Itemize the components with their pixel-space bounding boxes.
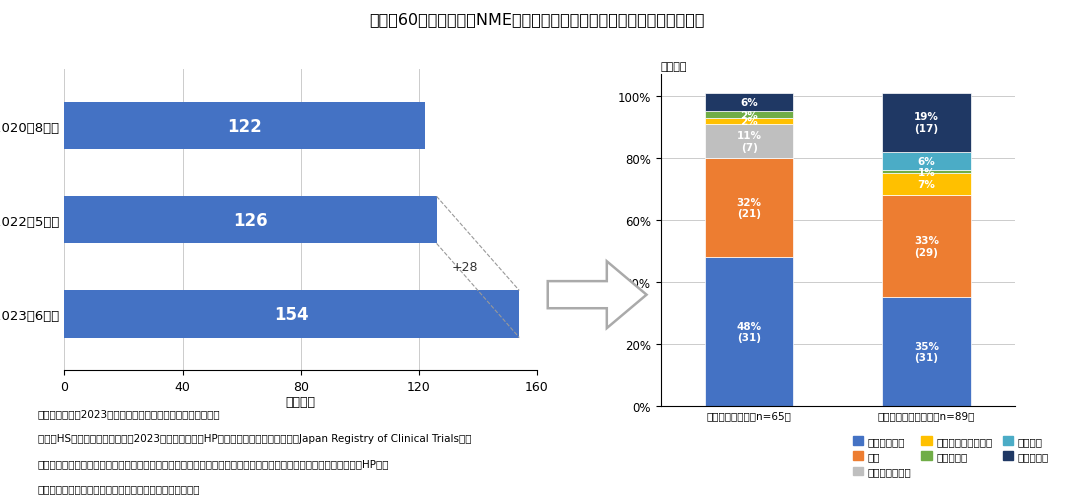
- Bar: [64, 197, 436, 244]
- Text: 6%: 6%: [740, 98, 758, 108]
- Bar: [64, 103, 425, 150]
- Bar: [705, 258, 794, 406]
- Bar: [882, 171, 971, 174]
- Bar: [882, 174, 971, 196]
- Text: 図５　60疾患におけるNME成分数の推移（左）とモダリティ割合（右）: 図５ 60疾患におけるNME成分数の推移（左）とモダリティ割合（右）: [369, 13, 705, 28]
- Text: 33%
(29): 33% (29): [914, 236, 939, 258]
- Bar: [705, 112, 794, 118]
- Text: 11%
(7): 11% (7): [737, 131, 761, 152]
- Text: 出所：HS財団による調査結果、2023年６月末各企業HP国内開発パイプライン情報、Japan Registry of Clinical Trials「臨: 出所：HS財団による調査結果、2023年６月末各企業HP国内開発パイプライン情報…: [38, 433, 471, 443]
- Text: 1%: 1%: [917, 167, 935, 177]
- Legend: 低分子化合物, 抗体, 抗体薬物複合体, タンパク・ペプチド, 再生医療等, 核酸医薬, 特定できず: 低分子化合物, 抗体, 抗体薬物複合体, タンパク・ペプチド, 再生医療等, 核…: [848, 432, 1053, 481]
- Bar: [882, 94, 971, 152]
- Bar: [64, 291, 520, 338]
- Text: 床研究等提出・公開システム」、「明日の新薬（テクノミック制作）」、独立行政法人医薬品医療機器総合機構HP「治: 床研究等提出・公開システム」、「明日の新薬（テクノミック制作）」、独立行政法人医…: [38, 458, 389, 468]
- Text: +28: +28: [451, 261, 478, 274]
- Text: 35%
(31): 35% (31): [914, 341, 939, 363]
- Bar: [882, 298, 971, 406]
- Text: 32%
(21): 32% (21): [737, 197, 761, 219]
- Text: 19%
(17): 19% (17): [914, 112, 939, 134]
- Bar: [705, 159, 794, 258]
- Polygon shape: [548, 262, 647, 329]
- Bar: [882, 196, 971, 298]
- Text: 2%: 2%: [740, 110, 758, 120]
- Text: 7%: 7%: [917, 180, 935, 190]
- Text: 注：右グラフは2023年６月末データを分析したものである。: 注：右グラフは2023年６月末データを分析したものである。: [38, 408, 220, 418]
- Text: 154: 154: [275, 306, 309, 323]
- Bar: [705, 125, 794, 159]
- Text: 験情報の公開」をもとに医薬産業政策研究所にて作成: 験情報の公開」をもとに医薬産業政策研究所にて作成: [38, 483, 200, 493]
- Text: （割合）: （割合）: [661, 62, 687, 72]
- Text: 122: 122: [228, 118, 262, 135]
- X-axis label: （成分）: （成分）: [286, 395, 316, 408]
- Bar: [882, 152, 971, 171]
- Bar: [705, 118, 794, 125]
- Bar: [705, 94, 794, 112]
- Text: 6%: 6%: [917, 157, 935, 167]
- Text: 48%
(31): 48% (31): [737, 321, 761, 342]
- Text: 2%: 2%: [740, 117, 758, 126]
- Text: 126: 126: [233, 211, 267, 229]
